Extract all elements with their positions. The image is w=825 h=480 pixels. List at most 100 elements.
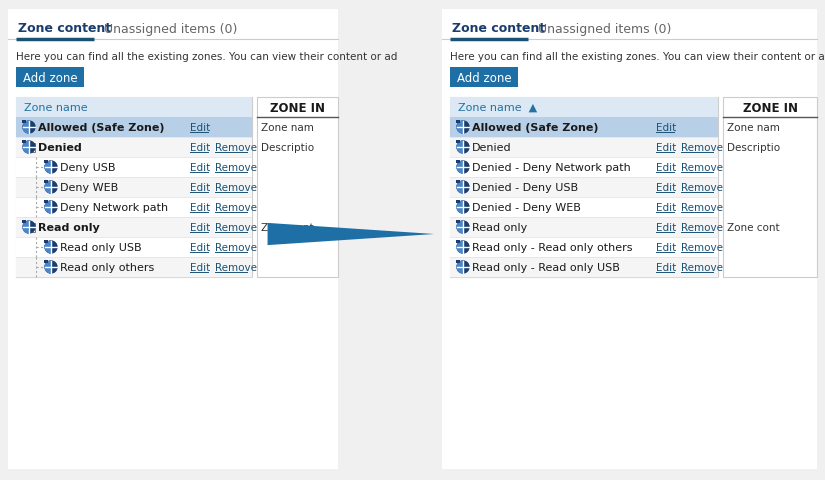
FancyBboxPatch shape xyxy=(450,98,718,118)
Circle shape xyxy=(457,162,469,174)
Circle shape xyxy=(45,262,57,274)
Text: Edit: Edit xyxy=(190,143,210,153)
Wedge shape xyxy=(457,262,463,274)
Circle shape xyxy=(23,142,35,154)
Text: Here you can find all the existing zones. You can view their content or ad: Here you can find all the existing zones… xyxy=(16,52,398,62)
FancyBboxPatch shape xyxy=(450,257,718,277)
Text: Remove: Remove xyxy=(681,203,724,213)
Circle shape xyxy=(45,181,57,193)
FancyBboxPatch shape xyxy=(16,198,252,217)
FancyBboxPatch shape xyxy=(22,141,26,144)
FancyBboxPatch shape xyxy=(442,10,817,469)
FancyBboxPatch shape xyxy=(456,161,460,164)
FancyBboxPatch shape xyxy=(724,98,817,277)
Circle shape xyxy=(457,262,469,274)
Text: Remove: Remove xyxy=(215,263,257,273)
Text: Edit: Edit xyxy=(656,163,676,173)
FancyBboxPatch shape xyxy=(44,201,48,204)
Text: Zone nam: Zone nam xyxy=(727,123,780,133)
FancyBboxPatch shape xyxy=(456,220,460,224)
Circle shape xyxy=(457,202,469,214)
Text: Deny WEB: Deny WEB xyxy=(60,182,118,192)
Wedge shape xyxy=(23,142,29,154)
Circle shape xyxy=(45,162,57,174)
Text: Remove: Remove xyxy=(215,143,257,153)
Wedge shape xyxy=(45,241,51,253)
Text: Denied - Deny Network path: Denied - Deny Network path xyxy=(472,163,631,173)
Text: Read only: Read only xyxy=(472,223,527,232)
Text: Descriptio: Descriptio xyxy=(261,143,314,153)
Text: Edit: Edit xyxy=(190,223,210,232)
Text: Edit: Edit xyxy=(190,203,210,213)
Text: Remove: Remove xyxy=(215,163,257,173)
FancyBboxPatch shape xyxy=(16,68,84,88)
Text: Edit: Edit xyxy=(190,182,210,192)
Text: Zone name  ▲: Zone name ▲ xyxy=(458,103,537,113)
Text: Remove: Remove xyxy=(681,143,724,153)
FancyBboxPatch shape xyxy=(26,144,35,153)
FancyBboxPatch shape xyxy=(450,217,718,238)
Wedge shape xyxy=(23,122,29,134)
FancyBboxPatch shape xyxy=(450,178,718,198)
Text: Remove: Remove xyxy=(215,242,257,252)
Wedge shape xyxy=(457,162,463,174)
Text: Remove: Remove xyxy=(215,182,257,192)
Wedge shape xyxy=(457,222,463,233)
Text: Allowed (Safe Zone): Allowed (Safe Zone) xyxy=(38,123,164,133)
Circle shape xyxy=(457,222,469,233)
Text: Descriptio: Descriptio xyxy=(727,143,780,153)
FancyBboxPatch shape xyxy=(44,161,48,164)
Wedge shape xyxy=(45,262,51,274)
FancyBboxPatch shape xyxy=(16,217,252,238)
Text: Edit: Edit xyxy=(190,123,210,133)
FancyBboxPatch shape xyxy=(450,118,718,138)
Text: Read only - Read only others: Read only - Read only others xyxy=(472,242,633,252)
FancyBboxPatch shape xyxy=(456,261,460,264)
FancyBboxPatch shape xyxy=(44,240,48,244)
Text: Here you can find all the existing zones. You can view their content or ad: Here you can find all the existing zones… xyxy=(450,52,825,62)
Text: Denied - Deny USB: Denied - Deny USB xyxy=(472,182,578,192)
Text: Read only - Read only USB: Read only - Read only USB xyxy=(472,263,620,273)
Text: Edit: Edit xyxy=(656,263,676,273)
Text: Denied - Deny WEB: Denied - Deny WEB xyxy=(472,203,581,213)
FancyBboxPatch shape xyxy=(16,157,252,178)
FancyBboxPatch shape xyxy=(456,201,460,204)
FancyBboxPatch shape xyxy=(450,157,718,178)
FancyBboxPatch shape xyxy=(26,224,35,232)
Text: −: − xyxy=(26,223,35,233)
Text: Remove: Remove xyxy=(681,223,724,232)
Text: Edit: Edit xyxy=(190,163,210,173)
Wedge shape xyxy=(457,181,463,193)
FancyBboxPatch shape xyxy=(16,257,252,277)
FancyBboxPatch shape xyxy=(456,240,460,244)
Text: Read only others: Read only others xyxy=(60,263,154,273)
FancyBboxPatch shape xyxy=(44,261,48,264)
FancyBboxPatch shape xyxy=(450,198,718,217)
Wedge shape xyxy=(45,181,51,193)
Text: Remove: Remove xyxy=(681,163,724,173)
Circle shape xyxy=(457,122,469,134)
FancyBboxPatch shape xyxy=(44,180,48,184)
Wedge shape xyxy=(457,142,463,154)
Text: Edit: Edit xyxy=(656,203,676,213)
FancyBboxPatch shape xyxy=(450,68,518,88)
FancyBboxPatch shape xyxy=(450,98,718,277)
Text: Zone cont: Zone cont xyxy=(261,223,314,232)
FancyBboxPatch shape xyxy=(456,180,460,184)
FancyBboxPatch shape xyxy=(456,121,460,124)
FancyBboxPatch shape xyxy=(22,220,26,224)
Text: Zone content: Zone content xyxy=(18,23,111,36)
Circle shape xyxy=(23,222,35,233)
Text: Add zone: Add zone xyxy=(457,72,512,84)
Circle shape xyxy=(23,122,35,134)
Text: ZONE IN: ZONE IN xyxy=(742,101,798,114)
FancyBboxPatch shape xyxy=(456,141,460,144)
FancyBboxPatch shape xyxy=(8,10,338,469)
FancyBboxPatch shape xyxy=(450,238,718,257)
Text: Allowed (Safe Zone): Allowed (Safe Zone) xyxy=(472,123,598,133)
Text: Remove: Remove xyxy=(681,182,724,192)
Wedge shape xyxy=(457,122,463,134)
Text: Remove: Remove xyxy=(215,203,257,213)
Wedge shape xyxy=(45,162,51,174)
Circle shape xyxy=(45,202,57,214)
